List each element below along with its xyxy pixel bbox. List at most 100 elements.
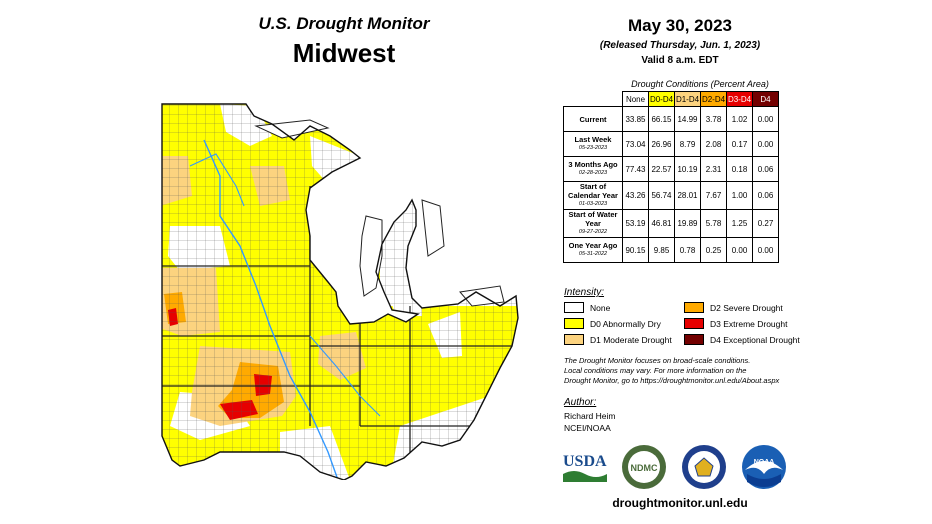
column-header-d3-d4: D3-D4 (726, 91, 753, 107)
legend-item: D0 Abnormally Dry (564, 318, 661, 329)
author-block: Richard Heim NCEI/NOAA (564, 410, 616, 434)
author-name: Richard Heim (564, 411, 616, 421)
table-row: Start of Calendar Year 01-03-2023 43.26 56.… (563, 181, 779, 210)
row-label-text: Last Week (574, 135, 612, 144)
table-cell: 0.06 (752, 156, 779, 182)
row-date: 02-28-2023 (578, 170, 608, 176)
table-cell: 26.96 (648, 131, 675, 157)
table-cell: 0.27 (752, 209, 779, 238)
legend-item: D2 Severe Drought (684, 302, 783, 313)
legend-swatch (684, 302, 704, 313)
table-cell: 9.85 (648, 237, 675, 263)
table-cell: 73.04 (622, 131, 649, 157)
table-cell: 22.57 (648, 156, 675, 182)
release-date: (Released Thursday, Jun. 1, 2023) (599, 40, 761, 51)
table-cell: 0.00 (726, 237, 753, 263)
row-label: Current (563, 106, 623, 132)
legend-swatch (564, 334, 584, 345)
table-cell: 8.79 (674, 131, 701, 157)
legend-swatch (684, 318, 704, 329)
table-row: Start of Water Year 09-27-2022 53.19 46.81 1… (563, 209, 779, 238)
table-cell: 0.78 (674, 237, 701, 263)
legend-label: D1 Moderate Drought (590, 334, 672, 345)
commerce-seal-logo (682, 445, 726, 489)
column-header-d2-d4: D2-D4 (700, 91, 727, 107)
noaa-logo: NOAA (742, 445, 786, 489)
row-label-text: Current (579, 114, 607, 124)
row-label-text: 3 Months Ago (568, 160, 618, 169)
table-cell: 66.15 (648, 106, 675, 132)
table-row: 3 Months Ago 02-28-2023 77.43 22.57 10.19 2.3… (563, 156, 779, 182)
note-line-3: Drought Monitor, go to https://droughtmo… (564, 376, 780, 385)
drought-map (161, 103, 519, 480)
region-title: Midwest (292, 38, 396, 68)
row-label: One Year Ago 05-31-2022 (563, 237, 623, 263)
table-cell: 1.00 (726, 181, 753, 210)
table-cell: 1.25 (726, 209, 753, 238)
disclaimer-note: The Drought Monitor focuses on broad-sca… (564, 356, 834, 386)
table-cell: 28.01 (674, 181, 701, 210)
svg-text:NOAA: NOAA (754, 459, 775, 466)
table-cell: 46.81 (648, 209, 675, 238)
row-date: 09-27-2022 (578, 229, 608, 235)
table-cell: 5.78 (700, 209, 727, 238)
table-cell: 0.17 (726, 131, 753, 157)
legend-swatch (564, 318, 584, 329)
legend-label: D3 Extreme Drought (710, 318, 788, 329)
column-header-d1-d4: D1-D4 (674, 91, 701, 107)
legend-label: None (590, 302, 611, 313)
legend-swatch (684, 334, 704, 345)
row-label: Start of Calendar Year 01-03-2023 (563, 181, 623, 210)
table-cell: 0.00 (752, 106, 779, 132)
ndmc-logo: NDMC (622, 445, 666, 489)
row-date: 05-23-2023 (578, 145, 608, 151)
table-cell: 33.85 (622, 106, 649, 132)
author-org: NCEI/NOAA (564, 423, 611, 433)
column-header-d4: D4 (752, 91, 779, 107)
table-cell: 0.00 (752, 237, 779, 263)
table-cell: 0.00 (752, 131, 779, 157)
row-label-text: One Year Ago (568, 241, 618, 250)
row-label: Last Week 05-23-2023 (563, 131, 623, 157)
row-label-text: Start of Water Year (568, 210, 618, 228)
row-label: 3 Months Ago 02-28-2023 (563, 156, 623, 182)
legend-item: D1 Moderate Drought (564, 334, 672, 345)
column-header-none: None (622, 91, 649, 107)
legend-item: None (564, 302, 610, 313)
author-heading: Author: (564, 397, 597, 408)
footer-url[interactable]: droughtmonitor.unl.edu (612, 496, 748, 510)
valid-time: Valid 8 a.m. EDT (641, 55, 719, 66)
table-row: Last Week 05-23-2023 73.04 26.96 8.79 2.08 0.1… (563, 131, 779, 157)
table-cell: 14.99 (674, 106, 701, 132)
table-cell: 0.25 (700, 237, 727, 263)
table-title: Drought Conditions (Percent Area) (631, 79, 769, 89)
column-header-d0-d4: D0-D4 (648, 91, 675, 107)
legend-item: D3 Extreme Drought (684, 318, 787, 329)
row-label: Start of Water Year 09-27-2022 (563, 209, 623, 238)
note-line-1: The Drought Monitor focuses on broad-sca… (564, 356, 751, 365)
table-cell: 0.06 (752, 181, 779, 210)
table-cell: 77.43 (622, 156, 649, 182)
svg-text:USDA: USDA (563, 453, 607, 470)
svg-text:NDMC: NDMC (631, 463, 658, 473)
table-cell: 90.15 (622, 237, 649, 263)
table-cell: 53.19 (622, 209, 649, 238)
drought-conditions-table: None D0-D4 D1-D4 D2-D4 D3-D4 D4 Current 33.85 6… (563, 91, 779, 263)
legend-swatch (564, 302, 584, 313)
legend-item: D4 Exceptional Drought (684, 334, 800, 345)
map-date: May 30, 2023 (628, 16, 732, 35)
legend-label: D2 Severe Drought (710, 302, 783, 313)
table-corner (564, 92, 623, 107)
table-cell: 2.08 (700, 131, 727, 157)
row-label-text: Start of Calendar Year (568, 182, 618, 200)
table-cell: 3.78 (700, 106, 727, 132)
table-cell: 1.02 (726, 106, 753, 132)
legend-label: D0 Abnormally Dry (590, 318, 661, 329)
note-line-2: Local conditions may vary. For more info… (564, 366, 747, 375)
usda-logo: USDA (563, 453, 607, 482)
table-cell: 0.18 (726, 156, 753, 182)
table-cell: 43.26 (622, 181, 649, 210)
legend-heading: Intensity: (564, 287, 605, 298)
table-row: One Year Ago 05-31-2022 90.15 9.85 0.78 0.25 0… (563, 237, 779, 263)
monitor-title: U.S. Drought Monitor (258, 14, 430, 33)
